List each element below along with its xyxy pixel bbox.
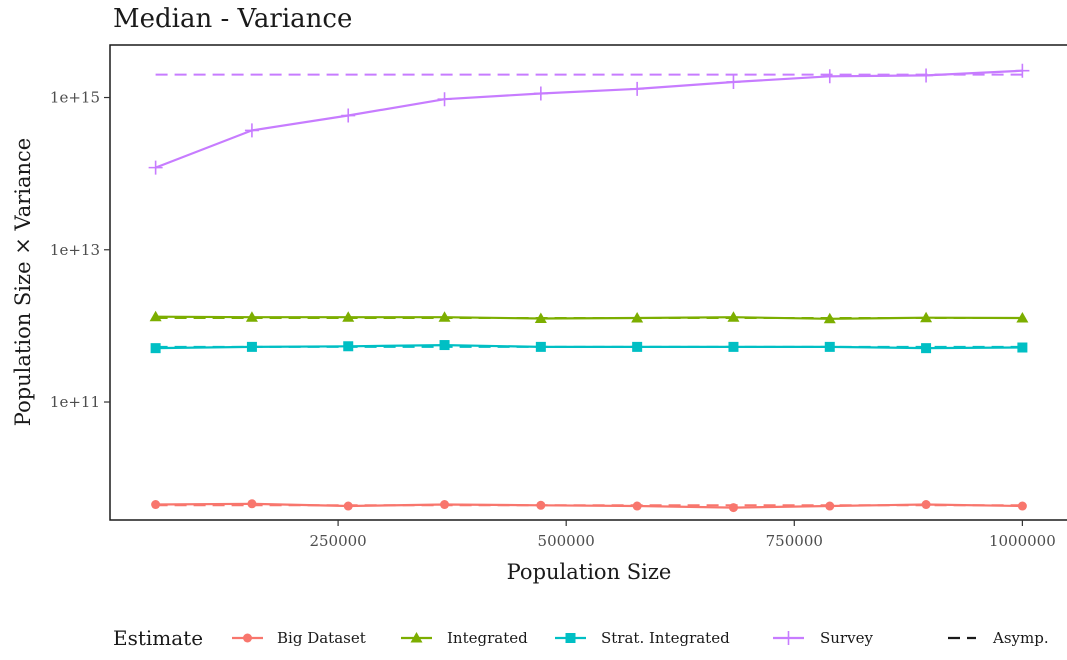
x-tick-label: 500000	[538, 532, 595, 550]
data-point-integrated	[149, 310, 162, 322]
x-axis-title: Population Size	[507, 560, 672, 584]
legend-title: Estimate	[113, 626, 203, 650]
data-point-survey	[919, 68, 934, 83]
series-line-survey	[155, 69, 1023, 169]
data-point-survey	[630, 81, 645, 96]
data-point-strat-integrated	[824, 341, 835, 352]
data-point-strat-integrated	[728, 341, 739, 352]
data-point-big-dataset	[343, 501, 353, 511]
x-axis: 250000 500000 750000 1000000	[309, 520, 1056, 550]
data-point-survey	[533, 86, 548, 101]
x-tick-label: 1000000	[989, 532, 1056, 550]
legend-label: Survey	[820, 629, 873, 647]
data-point-integrated	[920, 311, 933, 323]
legend-key-marker	[410, 632, 423, 643]
data-point-integrated	[245, 311, 258, 322]
y-tick-label: 1e+15	[50, 89, 100, 107]
data-point-integrated	[631, 311, 644, 323]
data-point-survey	[244, 123, 259, 138]
data-point-strat-integrated	[1017, 342, 1028, 353]
legend-label: Asymp.	[992, 629, 1049, 647]
data-point-big-dataset	[151, 500, 161, 510]
data-point-big-dataset	[921, 500, 931, 510]
data-point-survey	[437, 92, 452, 107]
legend-item-asymp: Asymp.	[948, 629, 1049, 647]
series-line-big-dataset	[155, 502, 1023, 509]
data-point-survey	[822, 69, 837, 84]
plot-area	[148, 63, 1030, 513]
legend-item-big-dataset: Big Dataset	[232, 629, 366, 647]
legend-label: Integrated	[447, 629, 528, 647]
data-point-strat-integrated	[150, 343, 161, 354]
legend-item-survey: Survey	[773, 629, 873, 647]
data-point-strat-integrated	[439, 340, 450, 351]
data-point-strat-integrated	[343, 341, 354, 352]
data-point-big-dataset	[536, 500, 546, 510]
data-point-survey	[341, 108, 356, 123]
data-point-big-dataset	[728, 503, 738, 513]
legend-label: Strat. Integrated	[601, 629, 730, 647]
series-integrated	[149, 310, 1029, 324]
data-point-integrated	[438, 311, 451, 322]
x-tick-label: 750000	[766, 532, 823, 550]
series-big-dataset	[151, 499, 1027, 513]
y-tick-label: 1e+11	[50, 393, 100, 411]
x-tick-label: 250000	[309, 532, 366, 550]
data-point-big-dataset	[825, 501, 835, 511]
data-point-strat-integrated	[632, 341, 643, 352]
series-line-integrated	[155, 315, 1023, 320]
data-point-integrated	[534, 312, 547, 324]
series-survey	[148, 63, 1030, 175]
data-point-survey	[726, 74, 741, 89]
data-point-strat-integrated	[921, 343, 932, 354]
data-point-survey	[1015, 63, 1030, 78]
plot-panel-border	[109, 44, 1067, 521]
data-point-integrated	[1016, 311, 1029, 323]
series-line-strat-integrated	[155, 343, 1023, 350]
y-axis: 1e+11 1e+13 1e+15	[50, 89, 110, 411]
data-point-big-dataset	[1017, 501, 1027, 511]
data-point-big-dataset	[440, 500, 450, 510]
legend-key-marker	[781, 631, 796, 645]
data-point-strat-integrated	[535, 341, 546, 352]
chart-title: Median - Variance	[113, 4, 352, 34]
y-axis-title: Population Size × Variance	[11, 138, 35, 426]
data-point-integrated	[823, 312, 836, 324]
legend: Estimate Big Dataset Integrated Strat. Int…	[113, 626, 1049, 650]
data-point-integrated	[342, 311, 355, 322]
legend-key-marker	[565, 633, 576, 643]
data-point-survey	[148, 160, 163, 175]
legend-label: Big Dataset	[277, 629, 366, 647]
legend-key-marker	[243, 633, 252, 643]
data-point-big-dataset	[247, 499, 257, 509]
data-point-integrated	[727, 311, 740, 322]
series-strat-integrated	[150, 340, 1028, 354]
y-tick-label: 1e+13	[50, 241, 100, 259]
data-point-strat-integrated	[246, 341, 257, 352]
legend-item-integrated: Integrated	[401, 629, 528, 647]
data-point-big-dataset	[632, 501, 642, 511]
legend-item-strat-integrated: Strat. Integrated	[555, 629, 730, 647]
